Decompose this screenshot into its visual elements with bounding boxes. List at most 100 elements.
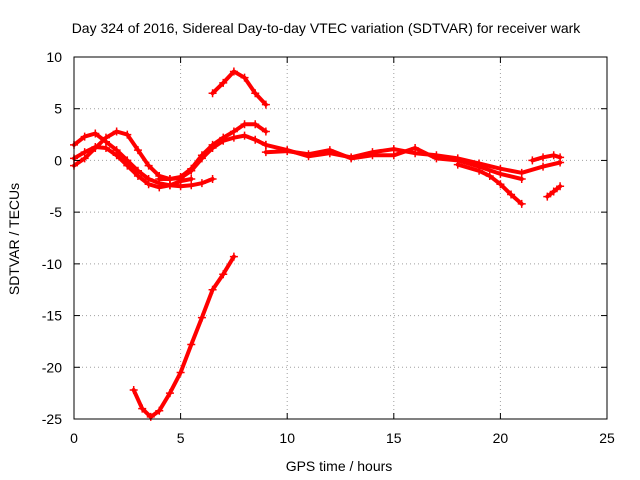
y-tick-label: 0 bbox=[54, 152, 62, 168]
data-point-marker bbox=[123, 130, 132, 139]
x-tick-label: 20 bbox=[493, 430, 509, 446]
data-point-marker bbox=[187, 340, 196, 349]
data-point-marker bbox=[208, 140, 217, 149]
data-point-marker bbox=[219, 78, 228, 87]
data-point-marker bbox=[197, 151, 206, 160]
data-point-marker bbox=[251, 89, 260, 98]
data-point-marker bbox=[475, 166, 484, 175]
data-point-marker bbox=[155, 183, 164, 192]
data-point-marker bbox=[144, 161, 153, 170]
axes: 0 5 10 15 20 25 -25 -20 -15 -10 -5 0 5 10 bbox=[42, 49, 615, 446]
data-point-marker bbox=[197, 179, 206, 188]
data-point-marker bbox=[549, 151, 558, 160]
y-tick-label: -15 bbox=[42, 308, 62, 324]
data-point-marker bbox=[261, 100, 270, 109]
data-point-marker bbox=[283, 147, 292, 156]
data-point-marker bbox=[101, 144, 110, 153]
data-point-marker bbox=[80, 132, 89, 141]
y-tick-label: -10 bbox=[42, 256, 62, 272]
data-point-marker bbox=[208, 89, 217, 98]
series-track-6 bbox=[129, 252, 238, 421]
y-tick-label: 10 bbox=[46, 49, 62, 65]
data-point-marker bbox=[539, 153, 548, 162]
data-point-marker bbox=[325, 146, 334, 155]
series-track-7 bbox=[261, 140, 565, 177]
x-tick-label: 15 bbox=[386, 430, 402, 446]
y-tick-label: -5 bbox=[50, 204, 63, 220]
data-point-marker bbox=[208, 285, 217, 294]
data-point-marker bbox=[155, 406, 164, 415]
y-tick-label: -20 bbox=[42, 359, 62, 375]
data-series bbox=[70, 67, 565, 421]
data-point-marker bbox=[138, 404, 147, 413]
data-point-marker bbox=[240, 131, 249, 140]
series-track-11 bbox=[543, 182, 565, 201]
data-point-marker bbox=[496, 180, 505, 189]
series-track-8 bbox=[261, 144, 526, 184]
data-point-marker bbox=[155, 175, 164, 184]
data-point-marker bbox=[197, 313, 206, 322]
data-point-marker bbox=[80, 154, 89, 163]
data-point-marker bbox=[229, 67, 238, 76]
x-axis-title: GPS time / hours bbox=[286, 458, 393, 474]
series-line bbox=[72, 129, 268, 181]
data-point-marker bbox=[251, 120, 260, 129]
data-point-marker bbox=[219, 133, 228, 142]
data-point-marker bbox=[240, 120, 249, 129]
data-point-marker bbox=[133, 171, 142, 180]
data-point-marker bbox=[556, 182, 565, 191]
data-point-marker bbox=[389, 151, 398, 160]
data-point-marker bbox=[556, 153, 565, 162]
data-point-marker bbox=[485, 171, 494, 180]
data-point-marker bbox=[133, 146, 142, 155]
data-point-marker bbox=[368, 151, 377, 160]
data-point-marker bbox=[208, 175, 217, 184]
data-point-marker bbox=[539, 162, 548, 171]
data-point-marker bbox=[543, 192, 552, 201]
series-line bbox=[131, 254, 236, 419]
data-point-marker bbox=[123, 161, 132, 170]
data-point-marker bbox=[549, 187, 558, 196]
data-point-marker bbox=[229, 252, 238, 261]
data-point-marker bbox=[496, 169, 505, 178]
data-point-marker bbox=[146, 412, 155, 421]
data-point-marker bbox=[304, 150, 313, 159]
x-tick-label: 5 bbox=[177, 430, 185, 446]
series-track-4 bbox=[155, 120, 270, 184]
chart-title: Day 324 of 2016, Sidereal Day-to-day VTE… bbox=[72, 20, 582, 36]
series-track-10 bbox=[528, 151, 565, 165]
plot-frame bbox=[73, 56, 608, 420]
data-point-marker bbox=[453, 160, 462, 169]
data-point-marker bbox=[251, 135, 260, 144]
data-point-marker bbox=[528, 156, 537, 165]
y-tick-label: -25 bbox=[42, 411, 62, 427]
x-tick-label: 25 bbox=[599, 430, 615, 446]
data-point-marker bbox=[347, 154, 356, 163]
data-point-marker bbox=[229, 127, 238, 136]
grid-lines bbox=[74, 57, 607, 419]
data-point-marker bbox=[261, 148, 270, 157]
data-point-marker bbox=[261, 140, 270, 149]
series-track-9 bbox=[453, 160, 526, 208]
data-point-marker bbox=[411, 144, 420, 153]
data-point-marker bbox=[165, 389, 174, 398]
data-point-marker bbox=[187, 175, 196, 184]
data-point-marker bbox=[165, 175, 174, 184]
data-point-marker bbox=[91, 129, 100, 138]
x-tick-label: 10 bbox=[279, 430, 295, 446]
data-point-marker bbox=[101, 133, 110, 142]
data-point-marker bbox=[112, 151, 121, 160]
series-line bbox=[530, 153, 563, 163]
data-point-marker bbox=[240, 73, 249, 82]
data-point-marker bbox=[129, 386, 138, 395]
data-point-marker bbox=[261, 127, 270, 136]
x-tick-label: 0 bbox=[70, 430, 78, 446]
data-point-marker bbox=[112, 127, 121, 136]
data-point-marker bbox=[91, 144, 100, 153]
data-point-marker bbox=[176, 172, 185, 181]
data-point-marker bbox=[432, 154, 441, 163]
data-point-marker bbox=[187, 164, 196, 173]
data-point-marker bbox=[517, 199, 526, 208]
y-axis-title: SDTVAR / TECUs bbox=[6, 183, 22, 295]
